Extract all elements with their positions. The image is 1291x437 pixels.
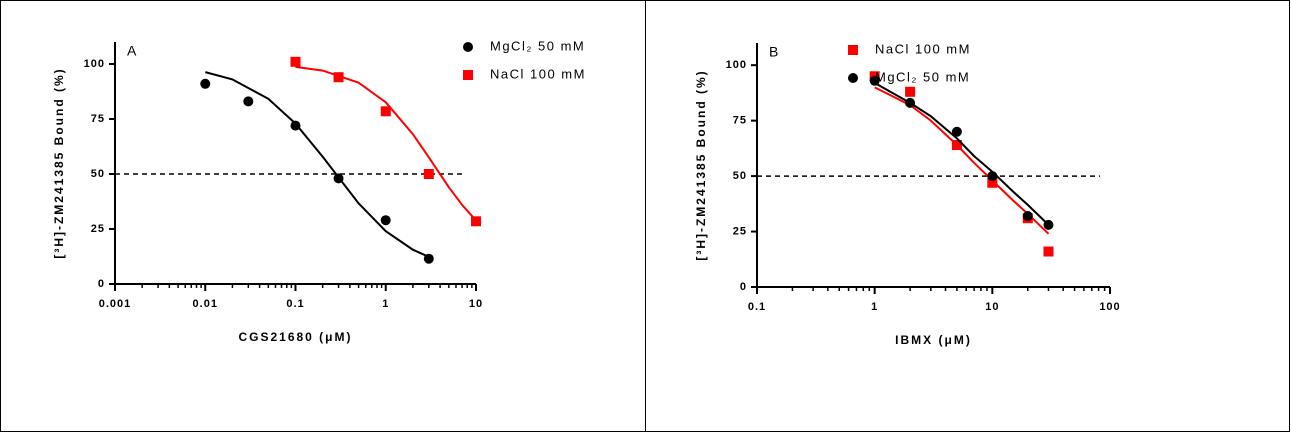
y-tick-label: 100 bbox=[84, 58, 105, 70]
x-tick-label: 0.001 bbox=[99, 298, 132, 310]
data-point bbox=[987, 171, 998, 182]
legend-label: MgCl₂ 50 mM bbox=[490, 38, 585, 53]
y-tick-label: 50 bbox=[91, 168, 105, 180]
y-tick-label: 0 bbox=[98, 278, 105, 290]
data-point bbox=[290, 56, 301, 67]
legend-label: NaCl 100 mM bbox=[875, 41, 971, 56]
data-point bbox=[423, 169, 434, 179]
fit-curve bbox=[874, 82, 1050, 226]
data-point bbox=[905, 86, 916, 97]
legend-label: MgCl₂ 50 mM bbox=[875, 69, 970, 84]
data-point bbox=[333, 72, 344, 83]
y-tick-label: 25 bbox=[733, 225, 747, 237]
data-point bbox=[380, 106, 391, 117]
data-point bbox=[423, 253, 434, 264]
y-tick-label: 75 bbox=[91, 113, 105, 125]
y-tick-label: 50 bbox=[733, 170, 747, 182]
legend-marker bbox=[463, 70, 473, 80]
x-tick-label: 0.1 bbox=[286, 298, 304, 310]
data-point bbox=[987, 177, 998, 188]
data-point bbox=[951, 140, 962, 151]
fit-curve bbox=[295, 65, 477, 222]
legend-label: NaCl 100 mM bbox=[490, 66, 586, 81]
data-point bbox=[1022, 211, 1033, 222]
fit-curve bbox=[205, 71, 430, 258]
x-tick-label: 10 bbox=[985, 301, 999, 313]
x-tick-label: 1 bbox=[871, 301, 878, 313]
panel-label: B bbox=[769, 44, 778, 60]
data-point bbox=[1043, 219, 1054, 230]
data-point bbox=[333, 173, 344, 184]
data-point bbox=[471, 216, 481, 227]
data-point bbox=[951, 126, 962, 137]
x-tick-label: 0.01 bbox=[193, 298, 218, 310]
data-point bbox=[290, 120, 301, 131]
y-tick-label: 0 bbox=[740, 281, 747, 293]
y-axis-label: [³H]-ZM241385 Bound (%) bbox=[52, 67, 66, 258]
y-tick-label: 75 bbox=[733, 115, 747, 127]
fit-curve bbox=[874, 86, 1050, 235]
y-tick-label: 25 bbox=[91, 223, 105, 235]
x-tick-label: 0.1 bbox=[748, 301, 766, 313]
legend-marker bbox=[463, 42, 473, 52]
panel-label: A bbox=[127, 43, 137, 59]
x-axis-label: CGS21680 (μM) bbox=[238, 330, 352, 344]
data-point bbox=[243, 96, 254, 107]
x-tick-label: 100 bbox=[1099, 301, 1120, 313]
legend-marker bbox=[848, 73, 858, 83]
data-point bbox=[200, 78, 211, 89]
data-point bbox=[869, 75, 880, 86]
x-tick-label: 10 bbox=[469, 298, 483, 310]
x-tick-label: 1 bbox=[382, 298, 389, 310]
legend-marker bbox=[848, 45, 858, 55]
data-point bbox=[905, 97, 916, 108]
data-point bbox=[1043, 246, 1054, 257]
y-tick-label: 100 bbox=[726, 59, 747, 71]
x-axis-label: IBMX (μM) bbox=[895, 333, 972, 347]
data-point bbox=[380, 215, 391, 226]
y-axis-label: [³H]-ZM241385 Bound (%) bbox=[694, 69, 708, 260]
